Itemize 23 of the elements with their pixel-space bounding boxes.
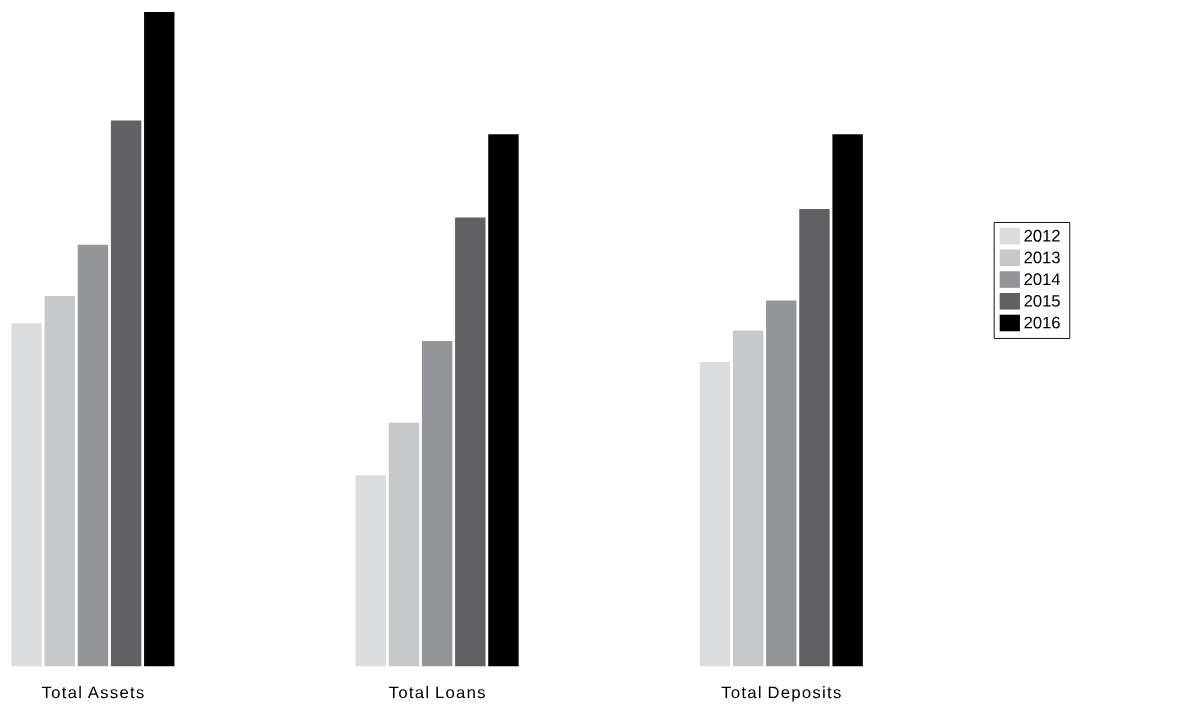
- legend-label: 2016: [1024, 316, 1060, 329]
- legend-label: 2012: [1024, 230, 1060, 242]
- bar: [144, 12, 175, 667]
- bar: [455, 217, 486, 667]
- bar: [732, 330, 764, 667]
- bar: [421, 341, 453, 667]
- bar: [77, 245, 109, 667]
- bar: [799, 209, 830, 667]
- x-tick-label: Total Deposits: [721, 686, 841, 702]
- legend-label: 2013: [1024, 251, 1060, 264]
- bar: [355, 475, 386, 667]
- bar: [699, 362, 731, 667]
- bar: [110, 120, 142, 667]
- legend-label: 2014: [1024, 273, 1061, 286]
- x-tick-label: Total Assets: [41, 686, 144, 699]
- bar: [488, 134, 519, 667]
- bar: [44, 296, 75, 667]
- legend-label: 2015: [1024, 295, 1060, 307]
- bar: [11, 323, 42, 667]
- x-tick-label: Total Loans: [389, 686, 485, 699]
- bar: [832, 134, 863, 667]
- bar: [766, 300, 797, 667]
- bar: [388, 422, 420, 667]
